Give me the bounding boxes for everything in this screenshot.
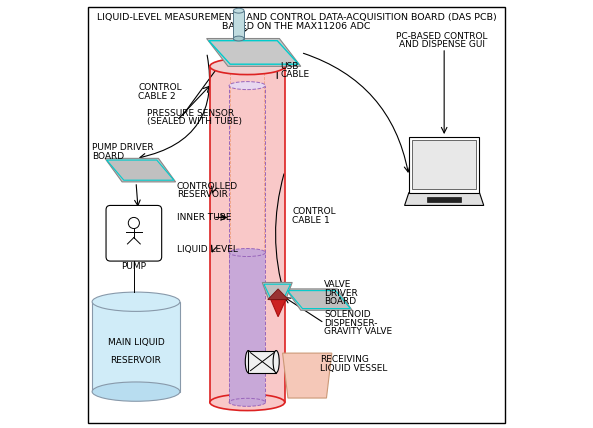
Text: PUMP: PUMP <box>122 262 146 271</box>
Text: RECEIVING: RECEIVING <box>320 355 369 364</box>
Polygon shape <box>404 193 484 205</box>
Bar <box>427 197 461 202</box>
Text: CONTROL: CONTROL <box>138 83 182 92</box>
Text: PRESSURE SENSOR: PRESSURE SENSOR <box>146 109 234 118</box>
Text: CABLE 2: CABLE 2 <box>138 92 176 101</box>
Text: LIQUID VESSEL: LIQUID VESSEL <box>320 363 387 373</box>
Polygon shape <box>283 353 332 398</box>
Ellipse shape <box>229 82 266 89</box>
Text: AND DISPENSE GUI: AND DISPENSE GUI <box>399 40 485 50</box>
Polygon shape <box>206 39 301 66</box>
Bar <box>412 140 476 189</box>
Text: LIQUID-LEVEL MEASUREMENTS AND CONTROL DATA-ACQUISITION BOARD (DAS PCB): LIQUID-LEVEL MEASUREMENTS AND CONTROL DA… <box>97 13 496 23</box>
Bar <box>409 137 480 193</box>
Ellipse shape <box>234 36 244 41</box>
Text: PUMP DRIVER: PUMP DRIVER <box>92 143 154 152</box>
Text: PC-BASED CONTROL: PC-BASED CONTROL <box>396 32 488 41</box>
Ellipse shape <box>210 394 285 410</box>
Text: VALVE: VALVE <box>324 280 352 289</box>
Text: CABLE: CABLE <box>280 70 310 80</box>
Text: MAIN LIQUID: MAIN LIQUID <box>107 338 164 347</box>
Text: RESERVOIR: RESERVOIR <box>177 190 228 199</box>
Polygon shape <box>271 300 286 317</box>
Bar <box>248 351 276 373</box>
Polygon shape <box>262 282 292 300</box>
Text: BOARD: BOARD <box>92 152 124 161</box>
Polygon shape <box>268 289 288 300</box>
Text: DRIVER: DRIVER <box>324 288 358 298</box>
Ellipse shape <box>92 382 180 401</box>
Polygon shape <box>286 289 352 310</box>
Text: INNER TUBE: INNER TUBE <box>177 213 231 222</box>
Ellipse shape <box>229 249 266 256</box>
Text: CABLE 1: CABLE 1 <box>292 216 330 225</box>
Text: USB: USB <box>280 62 299 71</box>
Text: SOLENOID: SOLENOID <box>324 310 371 319</box>
Text: GRAVITY VALVE: GRAVITY VALVE <box>324 327 393 336</box>
Text: DISPENSER-: DISPENSER- <box>324 318 378 328</box>
Bar <box>210 66 285 402</box>
Text: BASED ON THE MAX11206 ADC: BASED ON THE MAX11206 ADC <box>222 22 371 31</box>
Ellipse shape <box>234 8 244 13</box>
Bar <box>234 11 244 39</box>
Bar <box>229 253 266 402</box>
Ellipse shape <box>92 292 180 312</box>
Ellipse shape <box>246 351 251 373</box>
Ellipse shape <box>210 58 285 74</box>
FancyBboxPatch shape <box>106 205 162 261</box>
Ellipse shape <box>273 351 279 373</box>
Text: RESERVOIR: RESERVOIR <box>110 356 161 365</box>
Ellipse shape <box>229 398 266 406</box>
Text: (SEALED WITH TUBE): (SEALED WITH TUBE) <box>146 117 242 127</box>
Text: CONTROL: CONTROL <box>292 207 336 217</box>
Text: CONTROLLED: CONTROLLED <box>177 181 238 191</box>
Bar <box>92 302 180 392</box>
Text: LIQUID LEVEL: LIQUID LEVEL <box>177 244 238 254</box>
Polygon shape <box>105 158 176 182</box>
Text: BOARD: BOARD <box>324 297 356 306</box>
